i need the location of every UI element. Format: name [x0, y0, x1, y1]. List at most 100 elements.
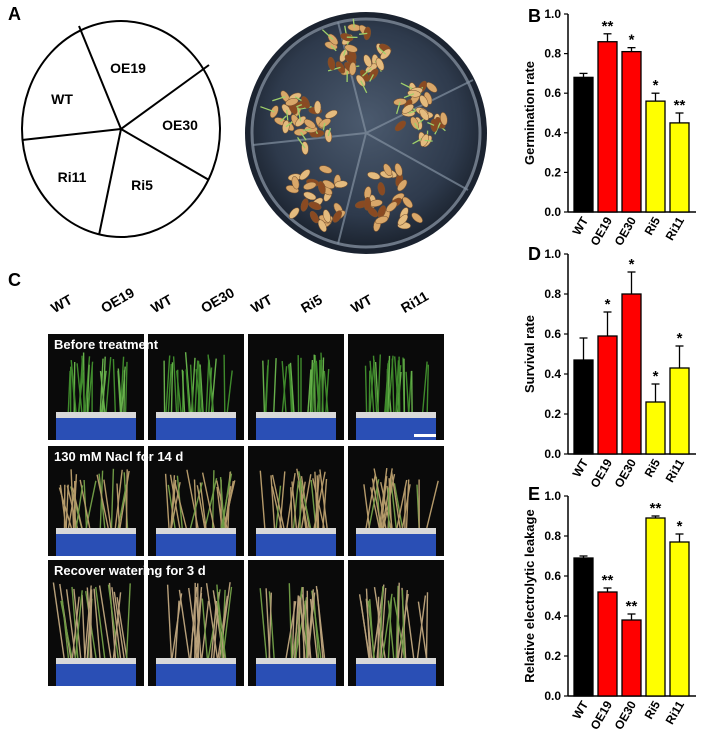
plant-photo: [148, 560, 244, 686]
leaf: [81, 594, 86, 659]
sprout: [400, 82, 414, 90]
leaf: [315, 585, 326, 659]
pot: [356, 532, 436, 556]
leaf: [205, 583, 218, 659]
leaf: [426, 364, 429, 413]
leaf: [174, 600, 180, 659]
leaf: [369, 359, 375, 413]
leaf: [165, 355, 171, 413]
leaf: [381, 593, 393, 659]
leaf: [309, 359, 314, 413]
sprout: [362, 67, 372, 77]
bar: [621, 293, 642, 455]
leaf: [378, 468, 388, 529]
leaf: [405, 371, 410, 413]
seed: [363, 54, 372, 68]
leaf: [265, 588, 271, 659]
leaf: [292, 480, 300, 529]
seed: [440, 112, 448, 126]
seed: [309, 210, 319, 224]
sprout: [359, 32, 368, 35]
leaf: [217, 595, 229, 659]
bar: [645, 401, 666, 455]
plant-photo: [48, 560, 144, 686]
plant-photo: [248, 334, 344, 440]
bar: [645, 517, 666, 697]
genotype-label-ri5: Ri5: [298, 291, 325, 316]
seed: [344, 44, 358, 53]
pot: [56, 662, 136, 686]
seed: [300, 198, 309, 212]
significance-mark: *: [605, 296, 611, 313]
leaf: [86, 364, 90, 413]
seed: [285, 97, 299, 107]
leaf: [265, 359, 270, 413]
leaf: [268, 591, 275, 659]
leaf: [110, 468, 115, 529]
leaf: [395, 585, 399, 659]
leaf: [384, 360, 390, 413]
x-tick-label: OE30: [612, 214, 640, 247]
pot-rim: [256, 528, 336, 534]
sprout: [412, 137, 423, 145]
leaf: [114, 469, 123, 529]
leaf: [174, 483, 187, 529]
leaf: [99, 370, 106, 413]
leaf: [417, 601, 428, 659]
leaf: [116, 483, 121, 529]
sector-label-oe30: OE30: [162, 117, 198, 133]
leaf: [197, 367, 201, 413]
leaf: [123, 370, 126, 413]
leaf: [226, 370, 233, 413]
seed: [402, 196, 413, 209]
leaf: [169, 474, 181, 529]
x-tick-label: Ri11: [663, 456, 688, 485]
seed: [340, 33, 354, 42]
leaf: [377, 354, 381, 413]
leaf: [95, 586, 106, 659]
bar: [573, 557, 594, 697]
leaf: [84, 585, 92, 659]
sprout: [272, 95, 286, 102]
leaf: [369, 599, 375, 659]
leaf: [71, 596, 80, 659]
plant-drawing: [52, 582, 136, 686]
leaf: [364, 365, 368, 413]
sprout: [260, 106, 275, 113]
seed: [313, 100, 322, 115]
leaf: [426, 480, 439, 529]
plant-drawing: [156, 469, 236, 556]
leaf: [408, 370, 413, 413]
y-tick-label: 0.8: [544, 47, 561, 61]
pot-rim: [156, 412, 236, 418]
sprout: [424, 139, 433, 142]
leaf: [188, 587, 199, 659]
leaf: [387, 600, 395, 659]
leaf: [208, 367, 213, 413]
bar: [669, 541, 690, 697]
genotype-label-wt: WT: [48, 291, 75, 316]
leaf: [398, 356, 401, 413]
leaf: [300, 474, 312, 529]
leaf: [166, 584, 173, 659]
sprout: [360, 80, 368, 94]
sprout: [286, 109, 289, 121]
y-tick-label: 0.6: [544, 327, 561, 341]
significance-mark: *: [629, 32, 635, 49]
x-tick-label: OE19: [588, 698, 616, 732]
seed: [317, 181, 326, 195]
pot-rim: [56, 528, 136, 534]
sprout: [321, 29, 334, 40]
y-tick-label: 0.8: [544, 287, 561, 301]
y-tick-label: 0.6: [544, 86, 561, 100]
leaf: [368, 479, 380, 529]
pot: [256, 416, 336, 440]
leaf: [102, 356, 106, 413]
seed: [322, 179, 335, 189]
pot: [156, 416, 236, 440]
seed: [319, 165, 333, 174]
leaf: [320, 352, 324, 413]
leaf: [196, 485, 206, 529]
seed: [322, 209, 331, 223]
